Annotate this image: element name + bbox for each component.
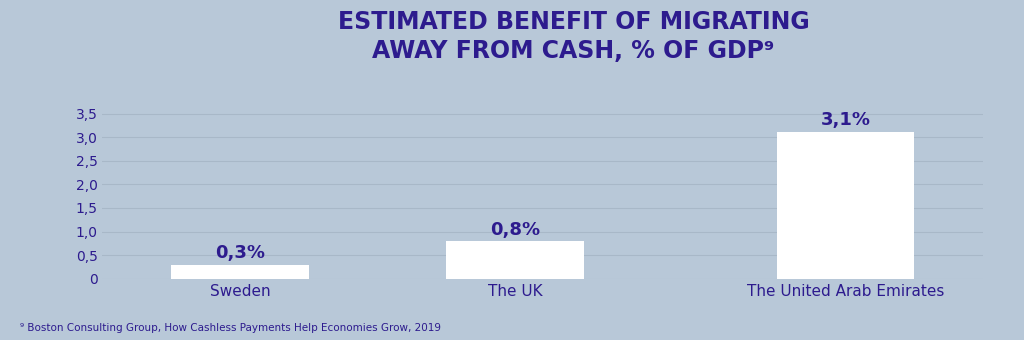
Text: 0,3%: 0,3%	[215, 244, 265, 262]
Text: ESTIMATED BENEFIT OF MIGRATING
AWAY FROM CASH, % OF GDP⁹: ESTIMATED BENEFIT OF MIGRATING AWAY FROM…	[338, 10, 809, 63]
Text: 0,8%: 0,8%	[490, 221, 541, 239]
Text: ⁹ Boston Consulting Group, How Cashless Payments Help Economies Grow, 2019: ⁹ Boston Consulting Group, How Cashless …	[20, 323, 441, 333]
Bar	[171, 265, 309, 279]
Text: 3,1%: 3,1%	[820, 111, 870, 129]
Bar	[776, 132, 914, 279]
Bar	[446, 241, 584, 279]
